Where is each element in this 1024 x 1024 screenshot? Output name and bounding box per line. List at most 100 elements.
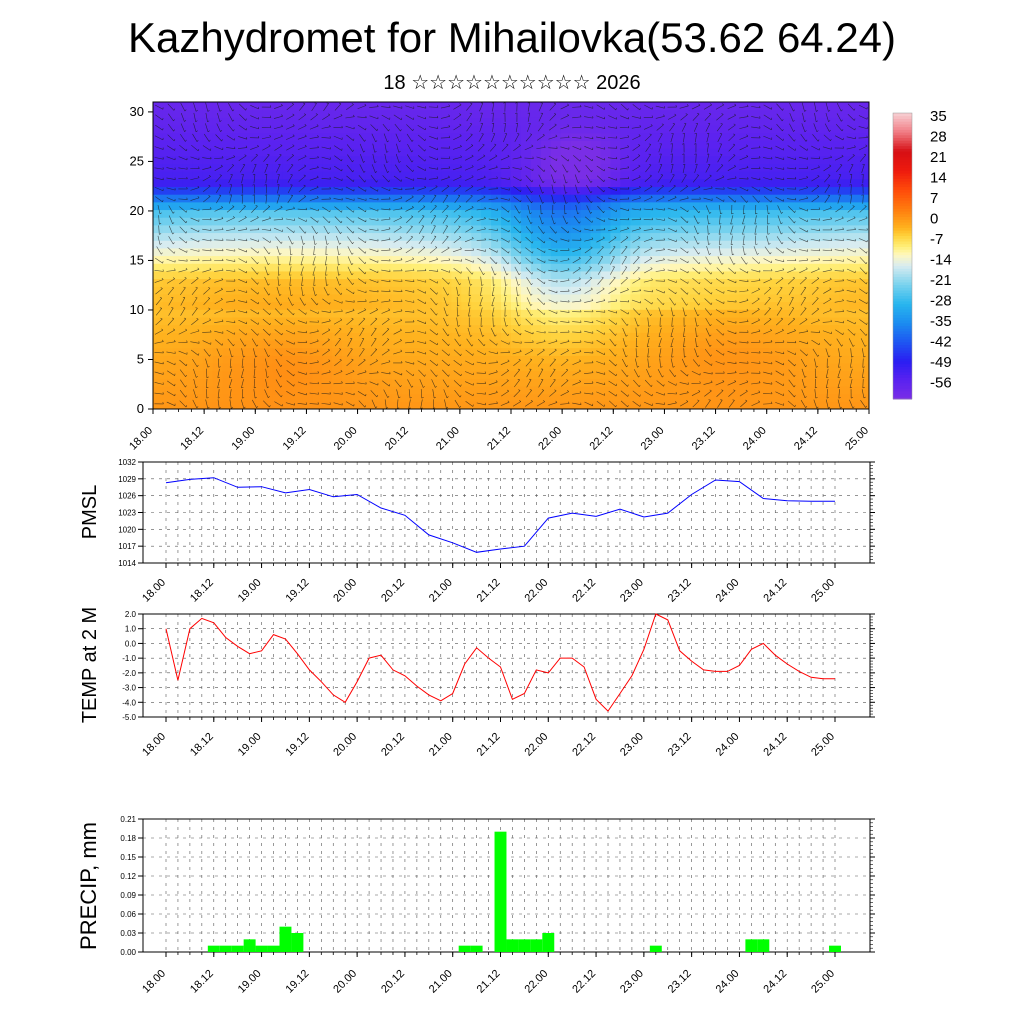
heatmap-cell <box>192 393 204 402</box>
wind-barb-flag <box>364 272 367 275</box>
wind-barb-flag <box>352 170 354 173</box>
heatmap-cell <box>859 132 869 141</box>
heatmap-cell <box>322 362 333 372</box>
wind-barb <box>214 309 223 314</box>
heatmap-cell <box>361 217 373 226</box>
heatmap-cell <box>779 255 791 264</box>
heatmap-cell <box>202 370 214 379</box>
heatmap-cell <box>839 362 850 372</box>
heatmap-cell <box>282 117 293 126</box>
wind-barb <box>334 103 342 111</box>
heatmap-cell <box>739 385 751 395</box>
heatmap-cell <box>590 270 602 280</box>
heatmap-cell <box>670 163 681 172</box>
wind-barb <box>238 228 247 231</box>
heatmap-cell <box>809 125 820 134</box>
heatmap-cell <box>471 109 482 118</box>
wind-barb-flag <box>269 105 272 108</box>
wind-barb <box>228 368 233 378</box>
heatmap-cell <box>829 293 840 303</box>
wind-barb <box>357 382 367 385</box>
wind-barb <box>166 270 176 272</box>
wind-barb-flag <box>281 124 283 127</box>
heatmap-cell <box>550 186 562 195</box>
heatmap-cell <box>202 224 214 234</box>
wind-barb-flag <box>434 205 437 207</box>
heatmap-cell <box>252 255 263 264</box>
heatmap-cell <box>719 324 731 333</box>
heatmap-cell <box>709 370 721 379</box>
heatmap-cell <box>302 194 313 203</box>
heatmap-cell <box>739 293 751 303</box>
heatmap-cell <box>819 401 830 409</box>
wind-barb <box>321 178 331 180</box>
heatmap-cell <box>699 270 711 280</box>
heatmap-cell <box>262 324 273 333</box>
wind-barb-flag <box>291 154 294 156</box>
heatmap-cell <box>550 385 562 395</box>
heatmap-cell <box>739 316 751 326</box>
heatmap-cell <box>709 163 721 172</box>
heatmap-cell <box>729 316 741 326</box>
wind-barb <box>442 215 449 224</box>
heatmap-cell <box>779 117 791 126</box>
heatmap-cell <box>292 201 303 211</box>
wind-barb <box>309 340 319 345</box>
heatmap-cell <box>560 278 572 287</box>
heatmap-cell <box>650 217 661 226</box>
heatmap-cell <box>600 132 612 141</box>
heatmap-cell <box>829 270 840 280</box>
heatmap-cell <box>600 255 612 264</box>
wind-barb-flag <box>340 318 343 321</box>
heatmap-cell <box>819 125 830 134</box>
heatmap-cell <box>332 102 343 111</box>
wind-barb <box>297 351 307 354</box>
heatmap-cell <box>779 148 791 157</box>
wind-barb <box>178 167 188 170</box>
wind-barb <box>369 186 378 192</box>
wind-barb-flag <box>219 120 222 122</box>
heatmap-cell <box>332 109 343 118</box>
wind-barb <box>369 268 378 274</box>
heatmap-cell <box>451 240 462 249</box>
heatmap-cell <box>540 309 552 318</box>
heatmap-cell <box>371 385 383 395</box>
wind-barb-flag <box>279 153 282 156</box>
heatmap-cell <box>511 240 522 249</box>
heatmap-cell <box>540 109 552 118</box>
heatmap-cell <box>630 401 641 409</box>
heatmap-cell <box>371 355 383 364</box>
wind-barb <box>276 246 281 255</box>
heatmap-cell <box>172 309 184 318</box>
wind-barb <box>393 197 403 201</box>
wind-barb-flag <box>329 124 331 127</box>
heatmap-cell <box>272 385 283 395</box>
heatmap-cell <box>312 117 323 126</box>
heatmap-cell <box>769 286 781 295</box>
heatmap-cell <box>242 155 254 164</box>
heatmap-cell <box>690 148 701 157</box>
heatmap-cell <box>411 140 423 149</box>
wind-barb-flag <box>172 211 175 214</box>
heatmap-cell <box>192 370 204 379</box>
wind-barb <box>298 165 307 172</box>
heatmap-cell <box>511 132 522 141</box>
heatmap-cell <box>252 140 263 149</box>
heatmap-cell <box>332 186 343 195</box>
heatmap-cell <box>590 201 602 211</box>
heatmap-cell <box>610 378 621 387</box>
heatmap-cell <box>779 163 791 172</box>
wind-barb <box>405 270 415 272</box>
wind-barb <box>226 147 236 149</box>
heatmap-cell <box>431 148 442 157</box>
heatmap-cell <box>391 263 403 272</box>
heatmap-cell <box>769 201 781 211</box>
heatmap-cell <box>252 224 263 234</box>
heatmap-cell <box>600 309 612 318</box>
heatmap-cell <box>242 355 254 364</box>
heatmap-cell <box>520 247 532 257</box>
wind-barb <box>300 266 304 276</box>
wind-barb <box>321 360 331 366</box>
wind-barb <box>396 143 400 153</box>
wind-barb-flag <box>267 263 270 265</box>
